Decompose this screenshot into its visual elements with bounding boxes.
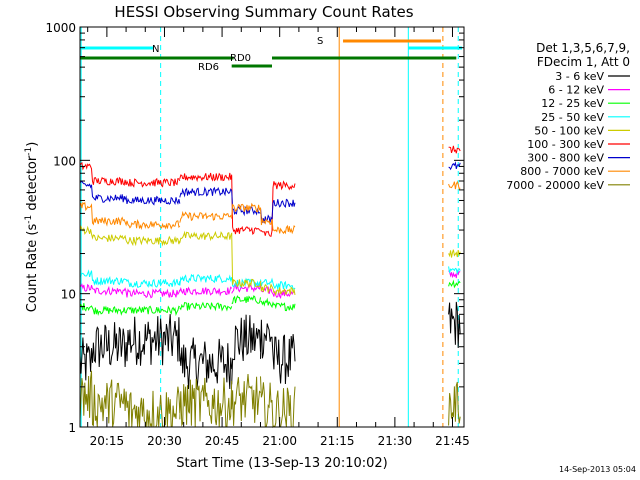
plot-area: N S RD0 RD6 (79, 27, 463, 429)
y-axis-label-sup2: -1 (24, 147, 34, 156)
legend-label-4: 50 - 100 keV (534, 124, 604, 137)
s-label: S (317, 36, 323, 47)
series-line-1 (79, 270, 461, 300)
legend-label-7: 800 - 7000 keV (520, 165, 604, 178)
legend-label-2: 12 - 25 keV (541, 97, 604, 110)
x-tick-label: 20:30 (147, 434, 182, 448)
x-tick-label: 21:45 (435, 434, 470, 448)
legend-label-6: 300 - 800 keV (527, 152, 604, 165)
legend-label-5: 100 - 300 keV (527, 138, 604, 151)
n-label: N (152, 44, 159, 55)
plot-frame (79, 26, 465, 428)
y-axis-label: Count Rate (s-1 detector-1) (24, 142, 40, 313)
series-line-8 (79, 370, 461, 429)
x-tick-label: 20:15 (90, 434, 125, 448)
x-tick-label: 21:15 (320, 434, 355, 448)
series-line-6 (79, 161, 461, 224)
timestamp: 14-Sep-2013 05:04 (559, 465, 636, 474)
legend-label-0: 3 - 6 keV (555, 70, 604, 83)
y-tick-label: 1000 (45, 21, 76, 35)
x-tick-label: 21:30 (378, 434, 413, 448)
series-line-2 (79, 279, 461, 317)
legend-header-line-2: FDecim 1, Att 0 (537, 55, 630, 69)
chart-title: HESSI Observing Summary Count Rates (114, 3, 413, 21)
x-tick-label: 20:45 (205, 434, 240, 448)
y-tick-label: 100 (53, 154, 76, 168)
y-axis-label-main: Count Rate (s (25, 224, 40, 313)
series-line-5 (79, 145, 461, 237)
legend-label-3: 25 - 50 keV (541, 111, 604, 124)
legend-label-8: 7000 - 20000 keV (506, 179, 604, 192)
x-tick-label: 21:00 (262, 434, 297, 448)
y-tick-label: 1 (68, 421, 76, 435)
series-line-3 (79, 266, 461, 290)
y-axis-label-mid: detector (25, 155, 40, 215)
rd0-label: RD0 (230, 53, 251, 64)
y-tick-label: 10 (61, 288, 76, 302)
rd6-label: RD6 (198, 62, 219, 73)
legend-header-line-1: Det 1,3,5,6,7,9, (536, 41, 630, 55)
x-axis-label: Start Time (13-Sep-13 20:10:02) (176, 456, 387, 471)
series-line-0 (79, 301, 461, 390)
axes: 1 10 100 1000 20:15 20:30 20:45 21:00 21:15 21:30… (45, 21, 469, 448)
series-line-7 (79, 180, 461, 235)
legend-label-1: 6 - 12 keV (548, 84, 604, 97)
legend: Det 1,3,5,6,7,9, FDecim 1, Att 0 3 - 6 k… (506, 41, 630, 192)
series-line-4 (79, 225, 461, 297)
y-axis-label-end: ) (25, 142, 40, 147)
y-axis-label-sup1: -1 (24, 215, 34, 224)
